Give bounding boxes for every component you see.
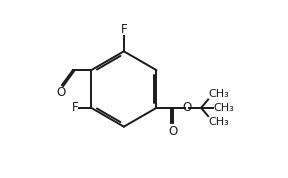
Text: F: F	[71, 101, 78, 114]
Text: F: F	[121, 23, 127, 36]
Text: O: O	[182, 101, 192, 114]
Text: CH₃: CH₃	[209, 117, 230, 127]
Text: CH₃: CH₃	[209, 89, 230, 99]
Text: O: O	[56, 86, 66, 99]
Text: CH₃: CH₃	[213, 103, 234, 113]
Text: O: O	[168, 125, 178, 138]
